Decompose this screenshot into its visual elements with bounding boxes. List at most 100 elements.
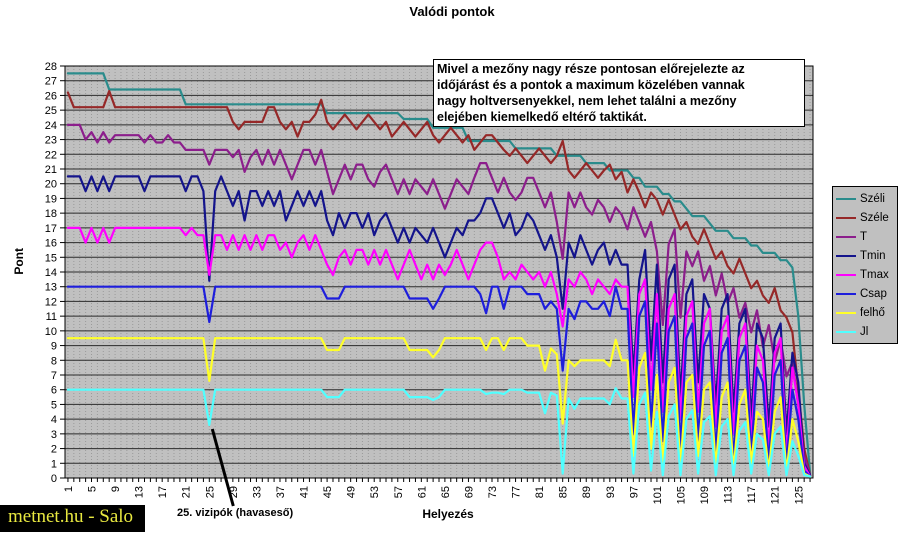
legend-label-Csap: Csap — [860, 287, 887, 300]
callout-label: 25. vizipók (havaseső) — [177, 507, 294, 519]
y-tick-label: 18 — [45, 208, 57, 220]
x-tick-label: 25 — [204, 486, 216, 498]
x-tick-label: 65 — [440, 486, 452, 498]
y-tick-label: 23 — [45, 135, 57, 147]
series-line-Széle — [66, 89, 812, 477]
x-tick-label: 117 — [746, 486, 758, 504]
callout-leader-line — [210, 428, 235, 507]
series-line-Jl — [66, 387, 812, 478]
legend-item-Jl: Jl — [833, 322, 897, 341]
x-tick-label: 73 — [487, 486, 499, 498]
x-tick-label: 85 — [558, 486, 570, 498]
x-tick-label: 9 — [110, 486, 122, 492]
y-tick-label: 22 — [45, 149, 57, 161]
x-tick-label: 101 — [652, 486, 664, 504]
legend-swatch-Jl — [836, 330, 856, 333]
y-tick-label: 25 — [45, 105, 57, 117]
legend-item-Tmax: Tmax — [833, 265, 897, 284]
y-tick-label: 0 — [51, 473, 57, 485]
x-tick-label: 93 — [605, 486, 617, 498]
y-axis-title: Pont — [12, 248, 26, 275]
x-tick-label: 113 — [723, 486, 735, 504]
legend-swatch-Tmax — [836, 273, 856, 276]
x-tick-label: 121 — [770, 486, 782, 504]
legend-label-T: T — [860, 230, 868, 243]
watermark: metnet.hu - Salo — [0, 505, 146, 532]
legend-item-felhő: felhő — [833, 303, 897, 322]
x-tick-label: 17 — [157, 486, 169, 498]
legend-label-Tmax: Tmax — [860, 268, 889, 281]
legend: Széli Széle T Tmin Tmax Csap felhő Jl — [832, 186, 898, 344]
y-tick-label: 27 — [45, 76, 57, 88]
chart-title: Valódi pontok — [409, 4, 495, 19]
legend-item-Tmin: Tmin — [833, 246, 897, 265]
series-line-Széli — [66, 72, 812, 475]
y-tick-label: 20 — [45, 179, 57, 191]
series-line-T — [66, 123, 812, 477]
legend-swatch-T — [836, 235, 856, 238]
x-tick-label: 21 — [181, 486, 193, 498]
legend-label-Jl: Jl — [860, 325, 869, 338]
y-tick-label: 4 — [51, 414, 57, 426]
y-tick-label: 2 — [51, 444, 57, 456]
x-tick-label: 89 — [581, 486, 593, 498]
x-tick-label: 53 — [369, 486, 381, 498]
series-line-Tmax — [66, 226, 812, 478]
legend-item-Csap: Csap — [833, 284, 897, 303]
legend-label-Tmin: Tmin — [860, 249, 886, 262]
y-tick-label: 21 — [45, 164, 57, 176]
x-tick-label: 125 — [793, 486, 805, 504]
legend-label-Széle: Széle — [860, 211, 889, 224]
x-tick-label: 49 — [346, 486, 358, 498]
legend-swatch-Széle — [836, 216, 856, 219]
y-tick-label: 11 — [46, 311, 57, 323]
y-tick-label: 17 — [45, 223, 57, 235]
x-tick-label: 1 — [63, 486, 75, 492]
legend-swatch-Csap — [836, 292, 856, 295]
series-line-Csap — [66, 285, 812, 478]
y-tick-label: 16 — [45, 238, 57, 250]
x-tick-label: 45 — [322, 486, 334, 498]
legend-label-felhő: felhő — [860, 306, 885, 319]
y-tick-label: 9 — [51, 341, 57, 353]
x-tick-label: 41 — [299, 486, 311, 498]
y-tick-label: 14 — [45, 267, 57, 279]
legend-label-Széli: Széli — [860, 192, 885, 205]
y-tick-label: 10 — [45, 326, 57, 338]
y-tick-label: 15 — [45, 252, 57, 264]
x-tick-label: 97 — [628, 486, 640, 498]
y-tick-label: 24 — [45, 120, 57, 132]
y-axis-ticks: 0123456789101112131415161718192021222324… — [45, 61, 65, 485]
legend-item-Széle: Széle — [833, 208, 897, 227]
x-tick-label: 69 — [463, 486, 475, 498]
y-tick-label: 1 — [51, 458, 57, 470]
x-tick-label: 57 — [393, 486, 405, 498]
series-line-felhő — [66, 337, 812, 478]
x-tick-label: 33 — [251, 486, 263, 498]
legend-item-Széli: Széli — [833, 189, 897, 208]
x-axis-ticks: 1 5 9 13 17 21 25 29 33 37 41 45 49 53 57 61 65 69 73 77 81 8… — [63, 478, 811, 504]
y-tick-label: 19 — [45, 193, 57, 205]
y-tick-label: 26 — [45, 90, 57, 102]
x-tick-label: 77 — [511, 486, 523, 498]
y-tick-label: 8 — [51, 355, 57, 367]
series-line-Tmin — [66, 175, 812, 477]
x-axis-title: Helyezés — [422, 507, 474, 521]
y-tick-label: 5 — [51, 399, 57, 411]
y-tick-label: 28 — [45, 61, 57, 73]
y-tick-label: 13 — [45, 282, 57, 294]
x-tick-label: 105 — [675, 486, 687, 504]
x-tick-label: 109 — [699, 486, 711, 504]
x-tick-label: 61 — [416, 486, 428, 498]
y-tick-label: 6 — [51, 385, 57, 397]
annotation-text-box: Mivel a mezőny nagy része pontosan előre… — [433, 59, 805, 127]
x-tick-label: 13 — [134, 486, 146, 498]
legend-item-T: T — [833, 227, 897, 246]
x-tick-label: 81 — [534, 486, 546, 498]
x-tick-label: 5 — [87, 486, 99, 492]
y-tick-label: 12 — [45, 296, 57, 308]
y-tick-label: 7 — [51, 370, 57, 382]
legend-swatch-felhő — [836, 311, 856, 314]
